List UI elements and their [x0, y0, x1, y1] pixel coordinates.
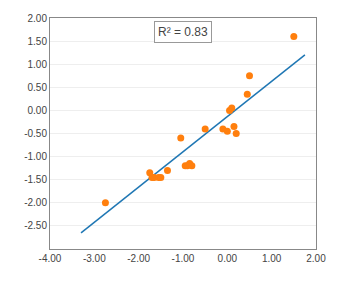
svg-text:-1.50: -1.50 — [24, 174, 47, 185]
svg-text:-2.00: -2.00 — [24, 197, 47, 208]
svg-text:-1.00: -1.00 — [24, 151, 47, 162]
svg-text:-1.00: -1.00 — [172, 253, 195, 264]
svg-text:-2.50: -2.50 — [24, 220, 47, 231]
svg-text:0.00: 0.00 — [28, 105, 48, 116]
svg-text:1.00: 1.00 — [262, 253, 282, 264]
svg-text:2.00: 2.00 — [28, 13, 48, 24]
svg-text:1.50: 1.50 — [28, 36, 48, 47]
svg-text:2.00: 2.00 — [306, 253, 326, 264]
svg-text:-4.00: -4.00 — [39, 253, 62, 264]
svg-text:0.50: 0.50 — [28, 82, 48, 93]
svg-text:0.00: 0.00 — [218, 253, 238, 264]
svg-text:-0.50: -0.50 — [24, 128, 47, 139]
svg-text:R² = 0.83: R² = 0.83 — [158, 25, 208, 39]
svg-text:1.00: 1.00 — [28, 59, 48, 70]
svg-text:-2.00: -2.00 — [127, 253, 150, 264]
svg-text:-3.00: -3.00 — [83, 253, 106, 264]
